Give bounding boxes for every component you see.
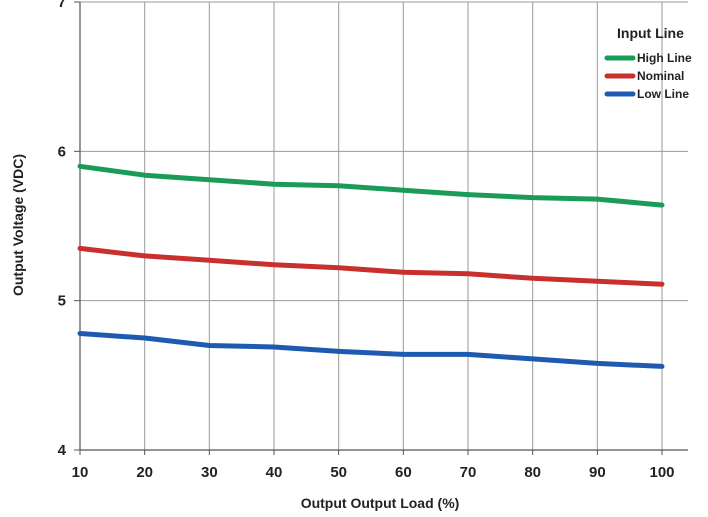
series-line-low-line [77,331,665,369]
x-tick-label: 50 [330,464,347,481]
x-axis-ticks: 10 20 30 40 50 60 70 80 90 100 [72,450,675,481]
y-tick-label: 6 [58,143,66,160]
y-tick-label: 5 [58,293,66,310]
legend-items: High Line Nominal Low Line [604,51,692,101]
series-lines [77,163,665,369]
series-line-nominal [77,245,665,287]
legend: Input Line High Line Nominal Low Line [604,25,692,101]
x-tick-label: 70 [460,464,477,481]
x-tick-label: 60 [395,464,412,481]
x-tick-label: 40 [266,464,283,481]
legend-label: Nominal [637,69,684,83]
legend-label: High Line [637,51,692,65]
x-tick-label: 80 [524,464,541,481]
x-tick-label: 20 [136,464,153,481]
x-tick-label: 10 [72,464,89,481]
x-tick-label: 100 [649,464,674,481]
y-axis-label: Output Voltage (VDC) [10,154,26,296]
grid [79,1,688,451]
x-tick-label: 30 [201,464,218,481]
x-axis-label: Output Output Load (%) [301,495,460,511]
legend-title: Input Line [617,25,684,41]
y-tick-label: 7 [58,0,66,11]
y-tick-label: 4 [58,442,67,459]
legend-label: Low Line [637,87,689,101]
y-axis-ticks: 4 5 6 7 [58,0,80,459]
series-line-high-line [77,163,665,208]
x-tick-label: 90 [589,464,606,481]
